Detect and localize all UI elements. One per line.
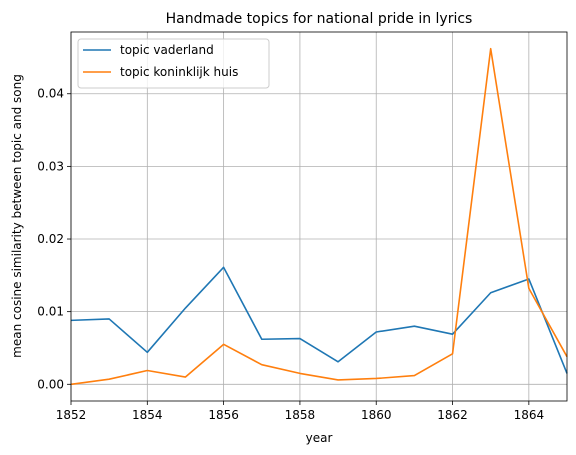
x-tick-label: 1852 [56,408,87,422]
x-axis-label: year [306,431,333,445]
x-tick-label: 1856 [208,408,239,422]
chart-title: Handmade topics for national pride in ly… [166,11,473,27]
plot-frame [70,31,568,402]
legend-label-topic-vaderland: topic vaderland [120,43,214,57]
y-tick-label: 0.00 [37,377,64,391]
legend-box [77,38,270,89]
x-tick-label: 1864 [514,408,545,422]
grid-lines [70,32,567,401]
series-line-topic-koninklijk-huis [70,47,568,386]
x-axis-ticks: 1852 1854 1856 1858 1860 1862 1864 [56,401,544,422]
x-tick-label: 1858 [285,408,316,422]
x-tick-label: 1862 [437,408,468,422]
legend-label-topic-koninklijk-huis: topic koninklijk huis [120,65,238,79]
y-tick-label: 0.03 [37,159,64,173]
y-axis-ticks: 0.00 0.01 0.02 0.03 0.04 [37,87,71,391]
y-tick-label: 0.02 [37,232,64,246]
legend: topic vaderland topic koninklijk huis [77,38,270,89]
y-tick-label: 0.04 [37,87,64,101]
x-tick-label: 1854 [132,408,163,422]
x-tick-label: 1860 [361,408,392,422]
y-axis-label: mean cosine similarity between topic and… [10,74,24,358]
y-tick-label: 0.01 [37,305,64,319]
series-line-topic-vaderland [70,266,568,374]
series-lines [70,47,568,386]
